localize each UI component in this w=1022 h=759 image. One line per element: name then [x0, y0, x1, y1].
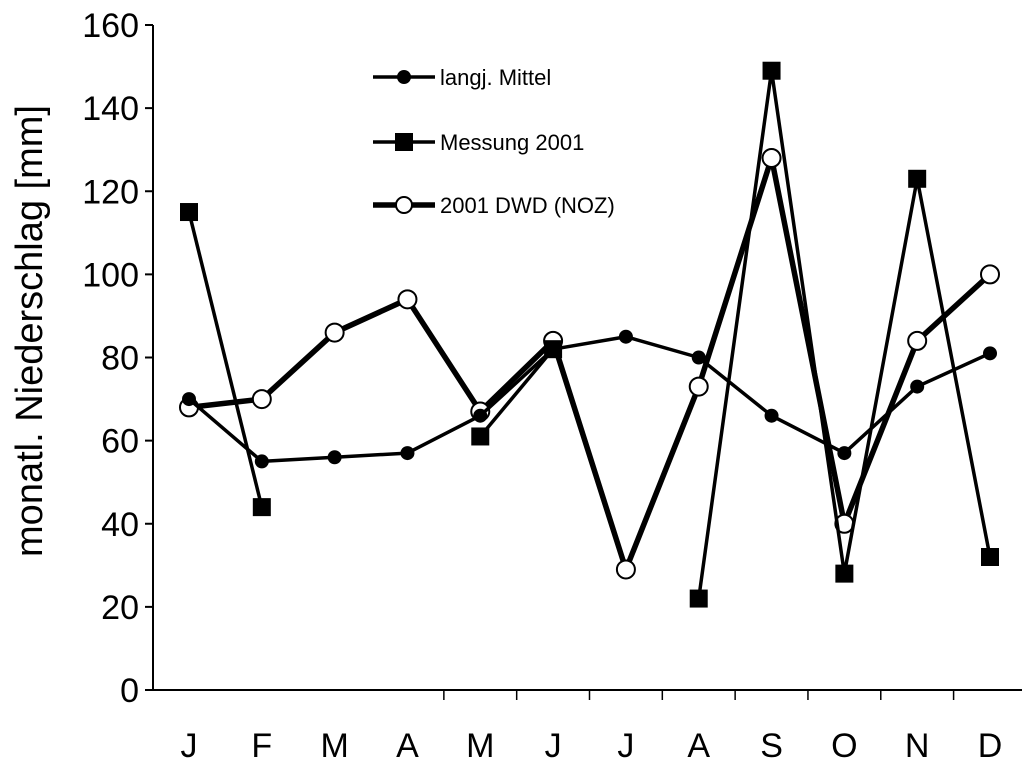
data-point [618, 329, 633, 344]
x-tick-label: D [978, 727, 1003, 759]
data-point [397, 289, 418, 310]
data-point [180, 203, 198, 222]
y-tick-label: 20 [101, 589, 139, 627]
y-tick-label: 60 [101, 423, 139, 461]
x-tick-label: S [760, 727, 783, 759]
data-point [182, 392, 196, 407]
y-tick-label: 140 [82, 90, 139, 128]
data-point [546, 342, 561, 357]
x-tick-label: A [687, 727, 710, 759]
data-point [252, 498, 271, 517]
y-tick-label: 120 [82, 173, 139, 211]
x-tick-label: N [905, 727, 930, 759]
y-tick-label: 0 [120, 672, 139, 710]
x-tick-label: J [181, 727, 198, 759]
series-messung-2001 [180, 61, 999, 608]
y-tick-label: 40 [101, 506, 139, 544]
data-point [691, 350, 706, 365]
legend-marker [395, 196, 413, 214]
x-tick-label: A [396, 727, 419, 759]
data-point [615, 559, 636, 580]
y-tick-label: 100 [82, 256, 139, 294]
x-tick-label: J [545, 727, 562, 759]
x-tick-label: J [617, 727, 634, 759]
legend-label: 2001 DWD (NOZ) [440, 193, 615, 218]
legend: langj. Mittel Messung 2001 2001 DWD (NOZ) [373, 65, 615, 218]
legend-marker [395, 133, 413, 151]
y-tick-label: 80 [101, 340, 139, 378]
data-point [473, 408, 488, 423]
data-point [251, 389, 272, 410]
data-point [762, 61, 781, 80]
data-point [835, 564, 854, 583]
data-point [764, 408, 779, 423]
y-tick-label: 160 [82, 7, 139, 45]
x-tick-label: F [251, 727, 272, 759]
x-tick-label: O [831, 727, 857, 759]
data-point [689, 589, 708, 608]
legend-marker [397, 70, 411, 84]
data-point [837, 446, 852, 461]
data-point [400, 446, 415, 461]
y-axis-title: monatl. Niederschlag [mm] [9, 105, 51, 557]
axes: 0 20 40 60 80 100 120 140 160 J F M A M J J A S O N D [82, 7, 1022, 759]
series-lines [179, 61, 1000, 608]
data-point [908, 169, 927, 188]
series-line [187, 211, 264, 508]
data-point [327, 450, 342, 465]
data-point [983, 346, 997, 361]
data-point [324, 322, 345, 343]
series-line [188, 155, 992, 573]
data-point [761, 148, 782, 168]
legend-label: langj. Mittel [440, 65, 551, 90]
data-point [981, 548, 999, 566]
data-point [254, 454, 269, 469]
data-point [980, 264, 1000, 285]
data-point [910, 379, 925, 394]
x-tick-label: M [466, 727, 494, 759]
legend-label: Messung 2001 [440, 130, 584, 155]
x-tick-label: M [320, 727, 348, 759]
data-point [907, 330, 928, 351]
data-point [688, 376, 709, 397]
series-line [478, 348, 555, 438]
series-line [187, 334, 991, 464]
series-langj-mittel [182, 329, 997, 469]
data-point [471, 427, 490, 446]
